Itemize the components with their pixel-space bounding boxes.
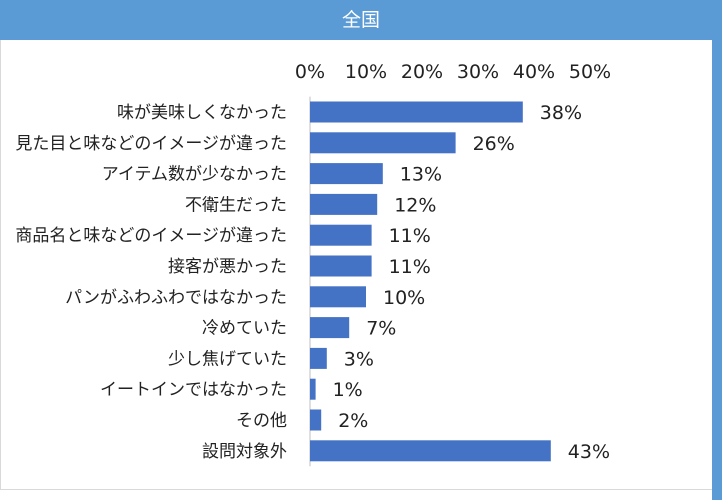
bar (310, 347, 327, 369)
category-label: 味が美味しくなかった (117, 103, 287, 123)
data-label: 2% (338, 410, 368, 432)
category-label: 冷めていた (202, 319, 287, 339)
bar (310, 440, 551, 462)
category-label: 少し焦げていた (168, 349, 287, 369)
bar (310, 163, 383, 185)
bar (310, 193, 378, 215)
data-label: 11% (389, 225, 431, 247)
data-label: 11% (389, 256, 431, 278)
chart-title-banner: 全国 (0, 0, 722, 40)
bar (310, 286, 366, 308)
bar (310, 317, 350, 339)
bars-group: 味が美味しくなかった 38% 見た目と味などのイメージが違った 26% アイテム数が少な… (15, 101, 610, 463)
data-label: 38% (540, 102, 582, 124)
x-tick-label: 20% (401, 61, 443, 83)
data-label: 12% (394, 194, 436, 216)
category-label: パンがふわふわではなかった (65, 288, 287, 308)
x-tick-label: 50% (569, 61, 611, 83)
right-border-strip (712, 40, 722, 500)
category-label: アイテム数が少なかった (102, 165, 287, 185)
category-label: その他 (236, 411, 287, 431)
bar (310, 101, 523, 123)
x-axis-ticks: 0% 10% 20% 30% 40% 50% (295, 61, 611, 83)
data-label: 10% (383, 287, 425, 309)
bar (310, 132, 456, 154)
bar (310, 378, 316, 400)
x-tick-label: 30% (457, 61, 499, 83)
data-label: 13% (400, 164, 442, 186)
bar (310, 255, 372, 277)
data-label: 3% (344, 348, 374, 370)
x-tick-label: 40% (513, 61, 555, 83)
x-tick-label: 0% (295, 61, 325, 83)
category-label: 商品名と味などのイメージが違った (15, 226, 287, 246)
bar (310, 224, 372, 246)
bar (310, 409, 322, 431)
category-label: 設問対象外 (202, 442, 287, 462)
x-tick-label: 10% (345, 61, 387, 83)
category-label: イートインではなかった (100, 380, 287, 400)
data-label: 26% (473, 133, 515, 155)
data-label: 7% (366, 318, 396, 340)
data-label: 1% (333, 379, 363, 401)
category-label: 接客が悪かった (168, 257, 287, 277)
data-label: 43% (568, 441, 610, 463)
category-label: 見た目と味などのイメージが違った (15, 134, 287, 154)
category-label: 不衛生だった (185, 195, 287, 215)
